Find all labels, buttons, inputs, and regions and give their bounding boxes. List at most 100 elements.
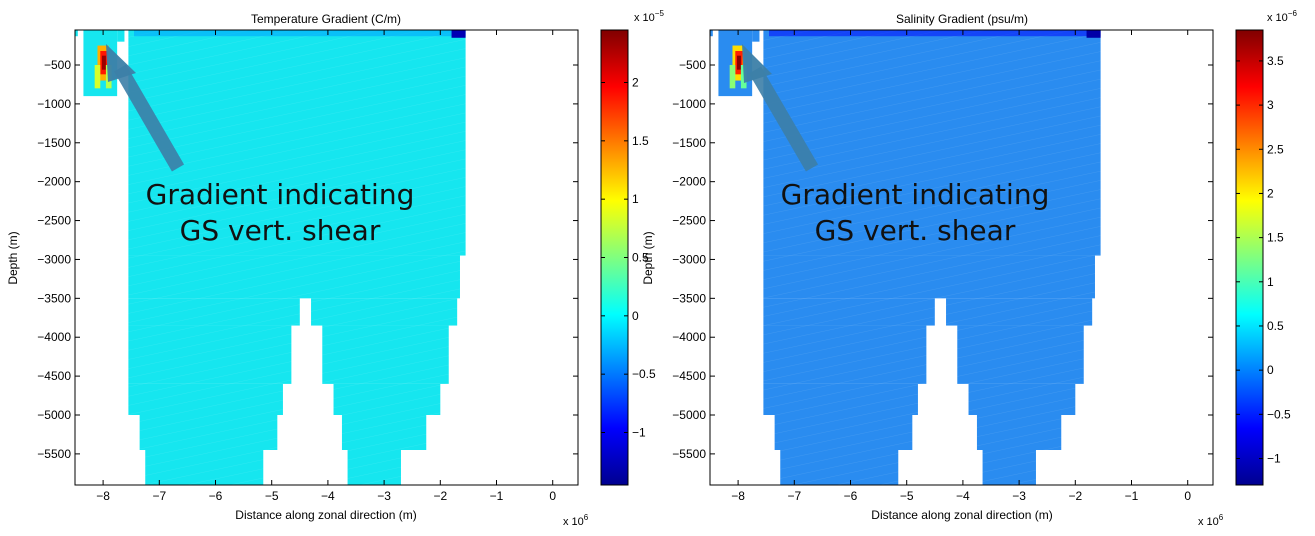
colorbar-tick-label: 1.5 [632, 134, 649, 148]
x-tick-label: −7 [787, 489, 801, 503]
x-axis-label: Distance along zonal direction (m) [871, 508, 1052, 522]
hotspot-cell [736, 55, 741, 70]
plot-title: Salinity Gradient (psu/m) [896, 12, 1028, 26]
x-tick-label: −1 [490, 489, 504, 503]
colorbar-tick-label: 2.5 [1267, 142, 1284, 156]
hotspot-cell [101, 55, 106, 70]
y-tick-label: −3500 [672, 291, 706, 305]
section-texture [946, 298, 1093, 326]
y-tick-label: −1000 [672, 97, 706, 111]
y-tick-label: −2500 [37, 214, 71, 228]
annotation-line-2: GS vert. shear [815, 214, 1016, 247]
x-tick-label: −3 [1012, 489, 1026, 503]
section-texture [128, 255, 460, 299]
axes-box [74, 29, 579, 486]
annotation-line-1: Gradient indicating [781, 178, 1050, 211]
section-texture [780, 450, 899, 485]
section-texture [145, 450, 264, 485]
y-axis-ticks: −500 −1000 −1500 −2000 −2500 −3000 −3500 −4000 −… [37, 58, 578, 461]
x-axis-ticks: −8 −7 −6 −5 −4 −3 −2 −1 0 [731, 30, 1191, 503]
y-tick-label: −2000 [37, 175, 71, 189]
y-axis-label: Depth (m) [6, 231, 20, 284]
y-tick-label: −3000 [37, 252, 71, 266]
heatmap-area [710, 30, 1101, 485]
colorbar-gradient [1235, 29, 1264, 486]
section-texture [774, 415, 913, 450]
section-texture [139, 415, 278, 450]
colorbar-tick-label: 2 [632, 76, 639, 90]
section-texture [333, 383, 441, 415]
y-tick-label: −5000 [37, 408, 71, 422]
colorbar-tick-label: 1 [1267, 275, 1274, 289]
colorbar: x 10−5 2 1.5 1 0.5 0 −0.5 −1 [600, 9, 664, 486]
y-tick-label: −4500 [672, 369, 706, 383]
x-tick-label: −8 [96, 489, 110, 503]
colorbar-tick-label: 1.5 [1267, 231, 1284, 245]
colorbar-tick-label: 3.5 [1267, 54, 1284, 68]
colorbar-ticks: 2 1.5 1 0.5 0 −0.5 −1 [601, 76, 656, 440]
y-tick-label: −1500 [37, 136, 71, 150]
boundary-column [117, 30, 125, 42]
x-tick-label: −2 [1068, 489, 1082, 503]
colorbar-tick-label: 1 [632, 192, 639, 206]
section-texture [128, 298, 300, 326]
section-texture [763, 30, 1101, 256]
x-tick-label: −3 [377, 489, 391, 503]
colorbar-tick-label: 2 [1267, 186, 1274, 200]
x-tick-label: −8 [731, 489, 745, 503]
surface-min-cell [451, 30, 466, 38]
x-axis-label: Distance along zonal direction (m) [235, 508, 416, 522]
section-texture [763, 255, 1095, 299]
heatmap-area [75, 30, 466, 485]
section-texture [982, 450, 1036, 485]
colorbar-ticks: 3.5 3 2.5 2 1.5 1 0.5 0 −0.5 −1 [1236, 54, 1291, 465]
section-texture [968, 383, 1076, 415]
section-texture [128, 30, 466, 256]
section-texture [128, 325, 292, 384]
boundary-column [752, 30, 760, 42]
section-texture [128, 383, 283, 415]
plot-title: Temperature Gradient (C/m) [251, 12, 401, 26]
colorbar: x 10−6 3.5 3 2.5 2 1.5 1 0.5 0 −0.5 −1 [1235, 9, 1297, 486]
surface-layer [134, 30, 466, 37]
y-tick-label: −4500 [37, 369, 71, 383]
y-tick-label: −4000 [672, 330, 706, 344]
colorbar-tick-label: −0.5 [1267, 407, 1291, 421]
y-axis-ticks: −500 −1000 −1500 −2000 −2500 −3000 −3500 −4000 −… [672, 58, 1213, 461]
colorbar-tick-label: 0.5 [632, 251, 649, 265]
x-tick-label: −7 [152, 489, 166, 503]
y-tick-label: −5000 [672, 408, 706, 422]
colorbar-tick-label: 0 [1267, 363, 1274, 377]
y-tick-label: −500 [679, 58, 706, 72]
surface-min-cell [1086, 30, 1101, 38]
section-texture [763, 325, 927, 384]
x-tick-label: −1 [1125, 489, 1139, 503]
section-texture [75, 30, 78, 37]
y-axis-label: Depth (m) [641, 231, 655, 284]
salinity-gradient-panel: Salinity Gradient (psu/m) −8 −7 −6 −5 −4 −3 −2… [641, 9, 1297, 528]
section-texture [341, 415, 427, 450]
y-tick-label: −500 [44, 58, 71, 72]
x-axis-ticks: −8 −7 −6 −5 −4 −3 −2 −1 0 [96, 30, 556, 503]
annotation-line-2: GS vert. shear [180, 214, 381, 247]
y-tick-label: −5500 [672, 447, 706, 461]
section-texture [311, 298, 458, 326]
y-tick-label: −3500 [37, 291, 71, 305]
colorbar-tick-label: −0.5 [632, 367, 656, 381]
section-texture [957, 325, 1084, 384]
x-tick-label: −4 [956, 489, 970, 503]
section-texture [322, 325, 449, 384]
section-texture [763, 298, 935, 326]
y-tick-label: −2500 [672, 214, 706, 228]
x-tick-label: −6 [844, 489, 858, 503]
y-tick-label: −3000 [672, 252, 706, 266]
x-multiplier: x 106 [1198, 513, 1224, 528]
section-texture [710, 30, 713, 37]
x-multiplier: x 106 [563, 513, 589, 528]
y-tick-label: −1000 [37, 97, 71, 111]
colorbar-tick-label: 3 [1267, 98, 1274, 112]
x-tick-label: −5 [900, 489, 914, 503]
hotspot-cell [94, 65, 101, 89]
colorbar-gradient [600, 29, 629, 486]
temperature-gradient-panel: Temperature Gradient (C/m) −8 −7 −6 −5 −4 −3−… [6, 9, 664, 528]
